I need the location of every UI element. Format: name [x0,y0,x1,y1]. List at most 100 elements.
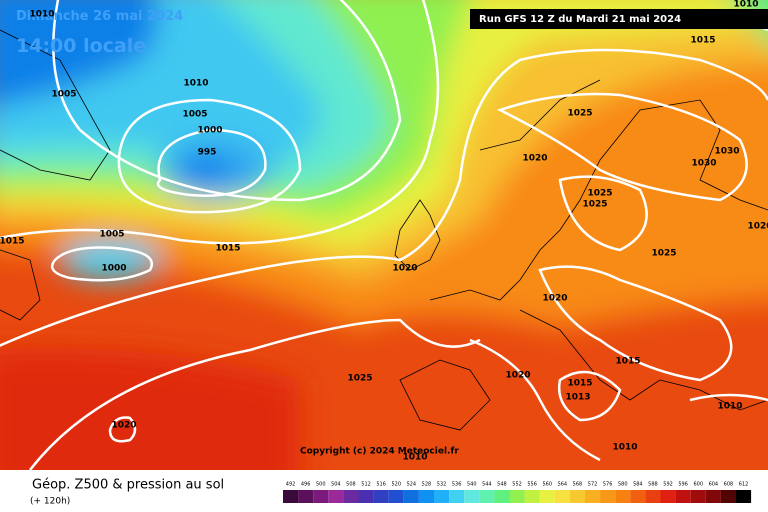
isobar-label: 1013 [565,393,590,403]
footer-range: (+ 120h) [30,497,70,507]
legend-swatch [600,490,616,503]
legend-swatch [630,490,646,503]
legend: 492 496 500 504 508 512 516 520 524 528 532 536 540 5… [283,482,752,503]
legend-label: 500 [316,482,326,488]
legend-label: 604 [709,482,719,488]
legend-swatch [509,490,525,503]
legend-swatch [313,490,329,503]
isobar-label: 1015 [0,237,25,247]
run-info: Run GFS 12 Z du Mardi 21 mai 2024 [479,14,681,25]
legend-swatch [283,490,299,503]
isobar-label: 1010 [733,0,758,10]
isobar-label: 1030 [691,159,716,169]
legend-swatch [675,490,691,503]
legend-label: 516 [376,482,386,488]
legend-label: 592 [663,482,673,488]
isobar-label: 1005 [51,90,76,100]
isobar-label: 1025 [347,374,372,384]
isobar-label: 1010 [29,10,54,20]
legend-swatch [403,490,419,503]
legend-swatch [569,490,585,503]
legend-label: 544 [482,482,492,488]
legend-label: 612 [739,482,749,488]
legend-label: 524 [407,482,417,488]
legend-label: 564 [558,482,568,488]
legend-label: 568 [573,482,583,488]
legend-swatch [615,490,631,503]
isobar-label: 1000 [197,126,222,136]
legend-label: 576 [603,482,613,488]
legend-label: 588 [648,482,658,488]
isobar-label: 1010 [717,402,742,412]
legend-label: 572 [588,482,598,488]
isobar-label: 1015 [690,36,715,46]
legend-swatch [388,490,404,503]
legend-label: 536 [452,482,462,488]
legend-swatch [298,490,314,503]
copyright: Copyright (c) 2024 Meteociel.fr [300,447,459,457]
legend-label: 548 [497,482,507,488]
legend-label: 560 [542,482,552,488]
isobar-label: 1010 [612,443,637,453]
legend-swatch [449,490,465,503]
legend-label: 528 [422,482,432,488]
isobars [0,0,768,470]
isobar-label: 1020 [392,264,417,274]
legend-label: 540 [467,482,477,488]
legend-label: 492 [286,482,296,488]
legend-swatch [524,490,540,503]
legend-label: 552 [512,482,522,488]
legend-swatch [690,490,706,503]
legend-label: 584 [633,482,643,488]
coastlines [0,29,768,431]
legend-label: 504 [331,482,341,488]
time: 14:00 locale [16,35,146,57]
footer-title: Géop. Z500 & pression au sol [32,478,224,493]
isobar-label: 1020 [522,154,547,164]
isobar-label: 1025 [567,109,592,119]
isobar-label: 1000 [101,264,126,274]
isobar-label: 1030 [714,147,739,157]
legend-label: 532 [437,482,447,488]
isobar-label: 1020 [747,222,768,232]
legend-swatch [479,490,495,503]
legend-swatch [343,490,359,503]
isobar-label: 1020 [111,421,136,431]
isobar-label: 1010 [402,453,427,463]
legend-label: 508 [346,482,356,488]
legend-swatch [645,490,661,503]
legend-swatch [585,490,601,503]
field [0,0,768,470]
legend-label: 580 [618,482,628,488]
isobar-label: 1020 [542,294,567,304]
date: Dimanche 26 mai 2024 [16,9,183,24]
legend-label: 600 [693,482,703,488]
legend-label: 608 [724,482,734,488]
legend-swatch [539,490,555,503]
legend-label: 556 [527,482,537,488]
legend-label: 520 [391,482,401,488]
isobar-label: 1010 [183,79,208,89]
legend-label: 512 [361,482,371,488]
isobar-label: 1005 [99,230,124,240]
legend-swatch [736,490,752,503]
isobar-label: 1015 [215,244,240,254]
legend-swatch [418,490,434,503]
legend-swatch [705,490,721,503]
isobar-labels: 1010 1010 1015 1005 1010 1005 1000 995 1025 1020 1… [0,0,768,463]
legend-swatch [358,490,374,503]
isobar-label: 1015 [567,379,592,389]
isobar-label: 1025 [651,249,676,259]
isobar-label: 1015 [615,357,640,367]
isobar-label: 995 [198,148,217,158]
isobar-label: 1025 [582,200,607,210]
legend-swatch [464,490,480,503]
legend-swatch [434,490,450,503]
legend-label: 496 [301,482,311,488]
legend-swatch [720,490,736,503]
legend-swatch [660,490,676,503]
run-box [470,9,768,29]
legend-swatch [494,490,510,503]
